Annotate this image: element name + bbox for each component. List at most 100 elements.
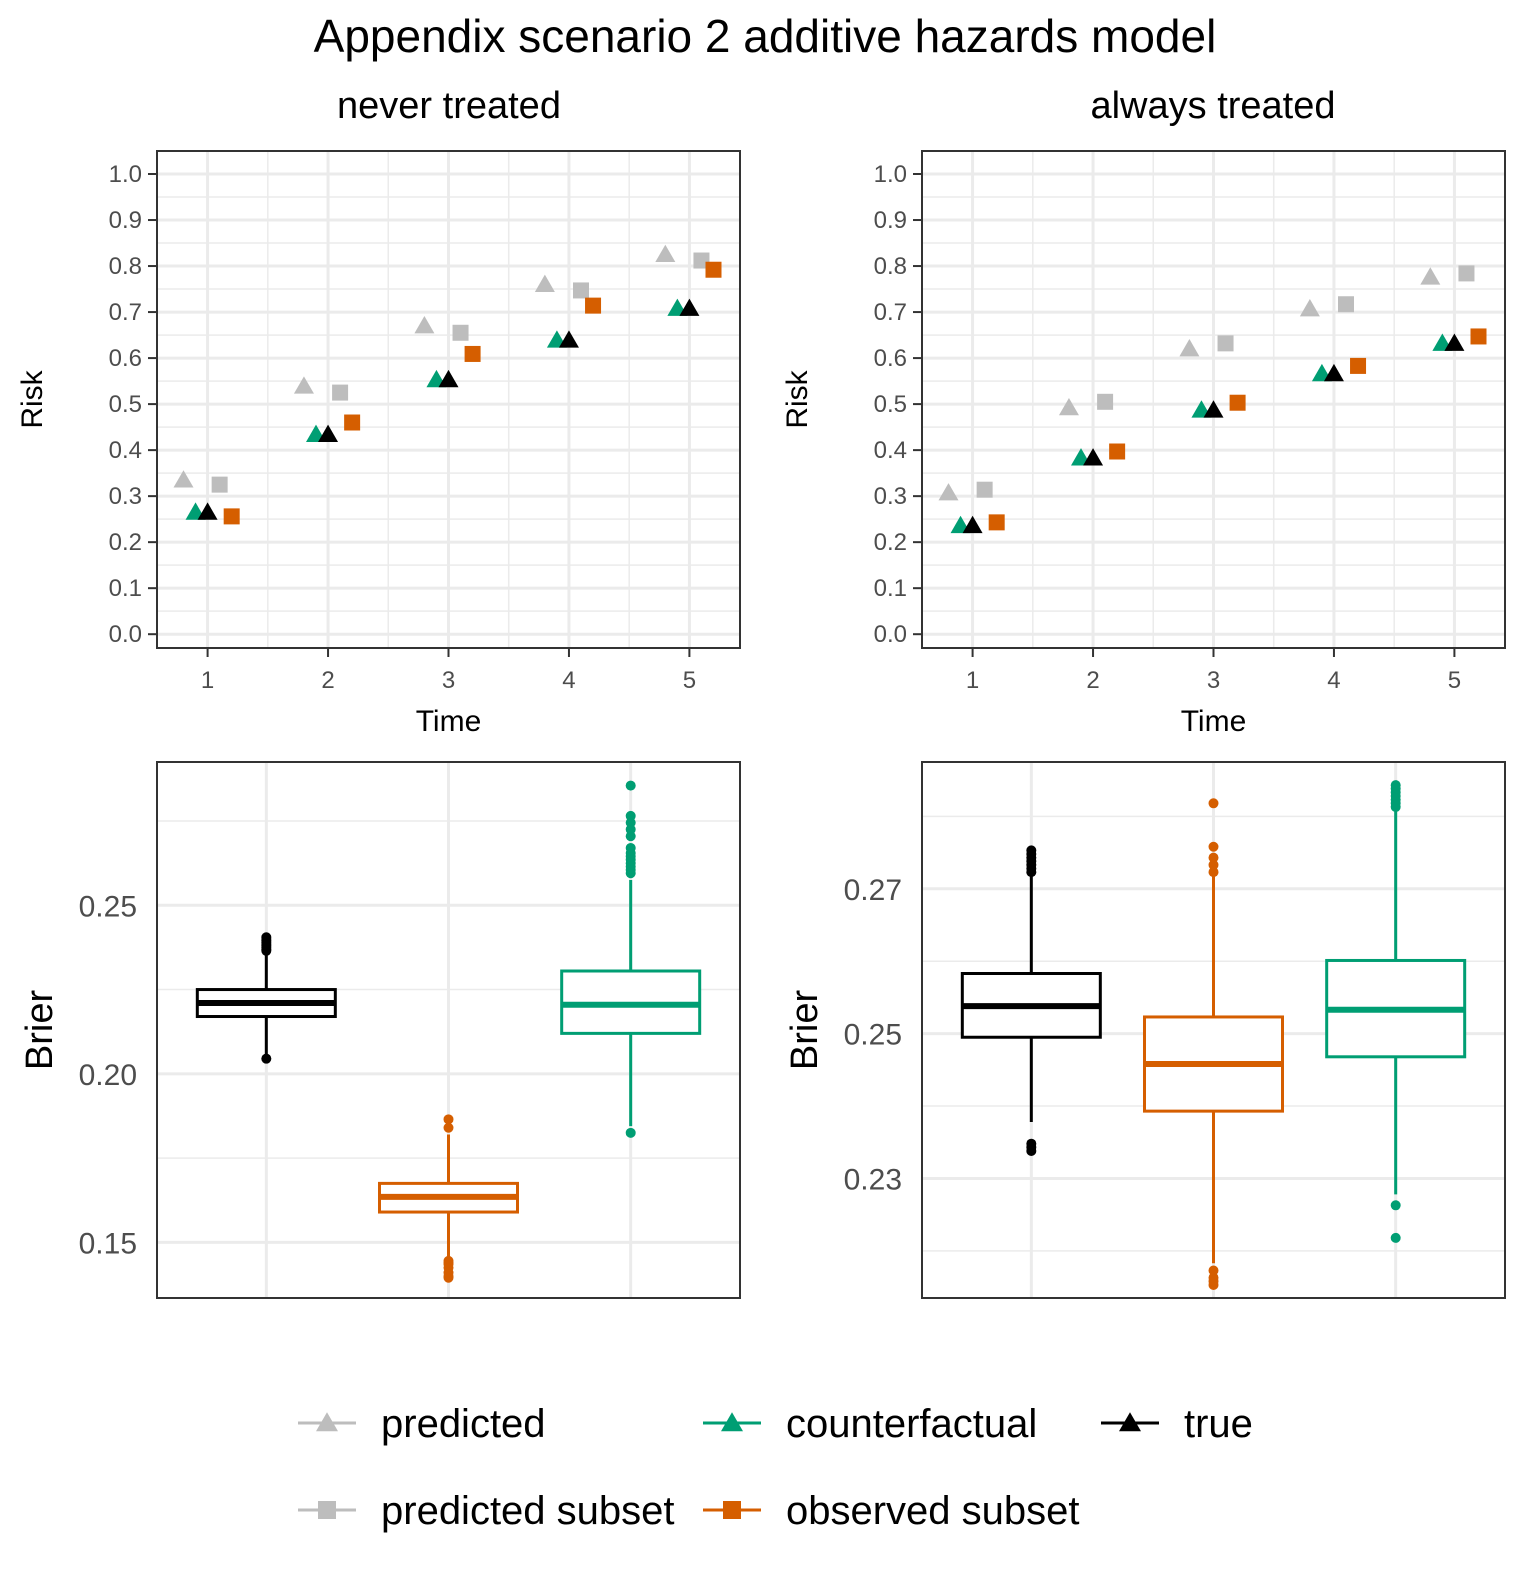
y-tick-label: 0.25 bbox=[844, 1019, 902, 1052]
legend-label: predicted bbox=[381, 1402, 546, 1446]
point-predicted-subset bbox=[1217, 335, 1234, 352]
outlier-point bbox=[1390, 1200, 1401, 1211]
point-true bbox=[1203, 400, 1224, 418]
y-tick-label: 0.2 bbox=[874, 529, 907, 556]
point-true bbox=[197, 502, 218, 520]
point-observed-subset bbox=[585, 297, 602, 314]
point-observed-subset bbox=[988, 514, 1005, 531]
x-tick-label: 5 bbox=[1448, 667, 1461, 694]
point-observed-subset bbox=[1470, 328, 1487, 345]
x-axis-title: Time bbox=[416, 705, 482, 738]
outlier-point bbox=[1208, 859, 1219, 870]
point-predicted-subset bbox=[332, 384, 349, 401]
outlier-point bbox=[261, 1053, 272, 1064]
x-tick-label: 5 bbox=[683, 667, 696, 694]
x-tick-label: 3 bbox=[442, 667, 455, 694]
panel-title: never treated bbox=[337, 85, 561, 127]
y-tick-label: 0.9 bbox=[109, 207, 142, 234]
brier-panel-always-treated: 0.23 0.25 0.27 Brier bbox=[784, 761, 1506, 1299]
point-observed-subset bbox=[223, 508, 240, 525]
outlier-point bbox=[1390, 1232, 1401, 1243]
legend-square bbox=[318, 1501, 336, 1519]
x-tick-label: 3 bbox=[1207, 667, 1220, 694]
panel-title: always treated bbox=[1090, 85, 1335, 127]
x-tick-label: 2 bbox=[1086, 667, 1099, 694]
point-true bbox=[1323, 363, 1344, 382]
point-observed-subset bbox=[344, 414, 361, 431]
point-predicted bbox=[655, 244, 676, 263]
legend-label: predicted subset bbox=[381, 1489, 675, 1533]
y-axis-title: Brier bbox=[19, 990, 61, 1071]
point-predicted bbox=[1299, 299, 1320, 317]
point-predicted-subset bbox=[976, 481, 993, 498]
outlier-point bbox=[625, 842, 636, 853]
point-predicted bbox=[1179, 339, 1200, 357]
outlier-point bbox=[1208, 867, 1219, 878]
box-observed-subset bbox=[378, 1114, 519, 1283]
point-predicted-subset bbox=[1097, 393, 1114, 410]
point-true bbox=[1083, 448, 1104, 466]
outlier-point bbox=[1026, 845, 1037, 856]
y-tick-label: 0.4 bbox=[109, 437, 142, 464]
y-tick-label: 0.8 bbox=[109, 253, 142, 280]
y-tick-label: 0.20 bbox=[79, 1059, 137, 1092]
legend-square bbox=[723, 1501, 741, 1519]
y-tick-label: 0.6 bbox=[874, 345, 907, 372]
x-tick-label: 4 bbox=[562, 667, 575, 694]
outlier-point bbox=[1208, 1265, 1219, 1276]
y-tick-label: 0.6 bbox=[109, 345, 142, 372]
box-true bbox=[195, 932, 337, 1064]
legend-label: true bbox=[1184, 1402, 1253, 1446]
outlier-point bbox=[625, 780, 636, 791]
outlier-point bbox=[443, 1122, 454, 1133]
point-observed-subset bbox=[464, 345, 481, 362]
panel-border bbox=[921, 761, 1506, 1299]
y-tick-label: 0.1 bbox=[109, 575, 142, 602]
y-axis-title: Risk bbox=[781, 369, 814, 428]
box-counterfactual bbox=[560, 780, 702, 1138]
x-tick-label: 1 bbox=[966, 667, 979, 694]
y-axis-title: Risk bbox=[16, 369, 49, 428]
grid bbox=[922, 151, 1505, 648]
point-true bbox=[679, 298, 700, 316]
y-tick-label: 0.0 bbox=[109, 621, 142, 648]
y-tick-label: 0.23 bbox=[844, 1163, 902, 1196]
point-true bbox=[438, 369, 459, 388]
point-predicted bbox=[414, 316, 435, 334]
panel-border bbox=[156, 761, 741, 1299]
point-predicted-subset bbox=[1458, 265, 1475, 282]
legend-triangle bbox=[316, 1412, 338, 1432]
point-true bbox=[558, 330, 579, 348]
legend-item-predicted-subset: predicted subset bbox=[298, 1489, 675, 1533]
x-tick-label: 2 bbox=[321, 667, 334, 694]
y-tick-label: 0.5 bbox=[874, 391, 907, 418]
panel-border bbox=[156, 150, 741, 649]
legend-item-predicted: predicted bbox=[298, 1402, 546, 1446]
y-tick-label: 0.9 bbox=[874, 207, 907, 234]
y-tick-label: 1.0 bbox=[109, 161, 142, 188]
outlier-point bbox=[625, 810, 636, 821]
y-tick-label: 0.25 bbox=[79, 890, 137, 923]
grid bbox=[157, 151, 740, 648]
point-predicted-subset bbox=[693, 252, 710, 269]
point-predicted bbox=[534, 274, 555, 292]
point-true bbox=[962, 515, 983, 534]
risk-panel-always-treated: always treated 0.0 0.1 0.2 0.3 0.4 0.5 0.6 0.7 0… bbox=[781, 85, 1506, 738]
outlier-point bbox=[261, 932, 272, 943]
y-tick-label: 0.2 bbox=[109, 529, 142, 556]
point-predicted bbox=[293, 376, 314, 394]
point-observed-subset bbox=[705, 261, 722, 278]
point-observed-subset bbox=[1350, 357, 1367, 374]
legend-label: observed subset bbox=[786, 1489, 1080, 1533]
point-predicted bbox=[173, 470, 194, 488]
box-observed-subset bbox=[1143, 798, 1284, 1290]
y-tick-label: 0.15 bbox=[79, 1227, 137, 1260]
outlier-point bbox=[1026, 1138, 1037, 1149]
x-tick-label: 1 bbox=[201, 667, 214, 694]
point-observed-subset bbox=[1229, 394, 1246, 411]
y-tick-label: 0.1 bbox=[874, 575, 907, 602]
point-predicted-subset bbox=[573, 282, 589, 299]
y-tick-label: 0.8 bbox=[874, 253, 907, 280]
y-tick-label: 0.7 bbox=[874, 299, 907, 326]
